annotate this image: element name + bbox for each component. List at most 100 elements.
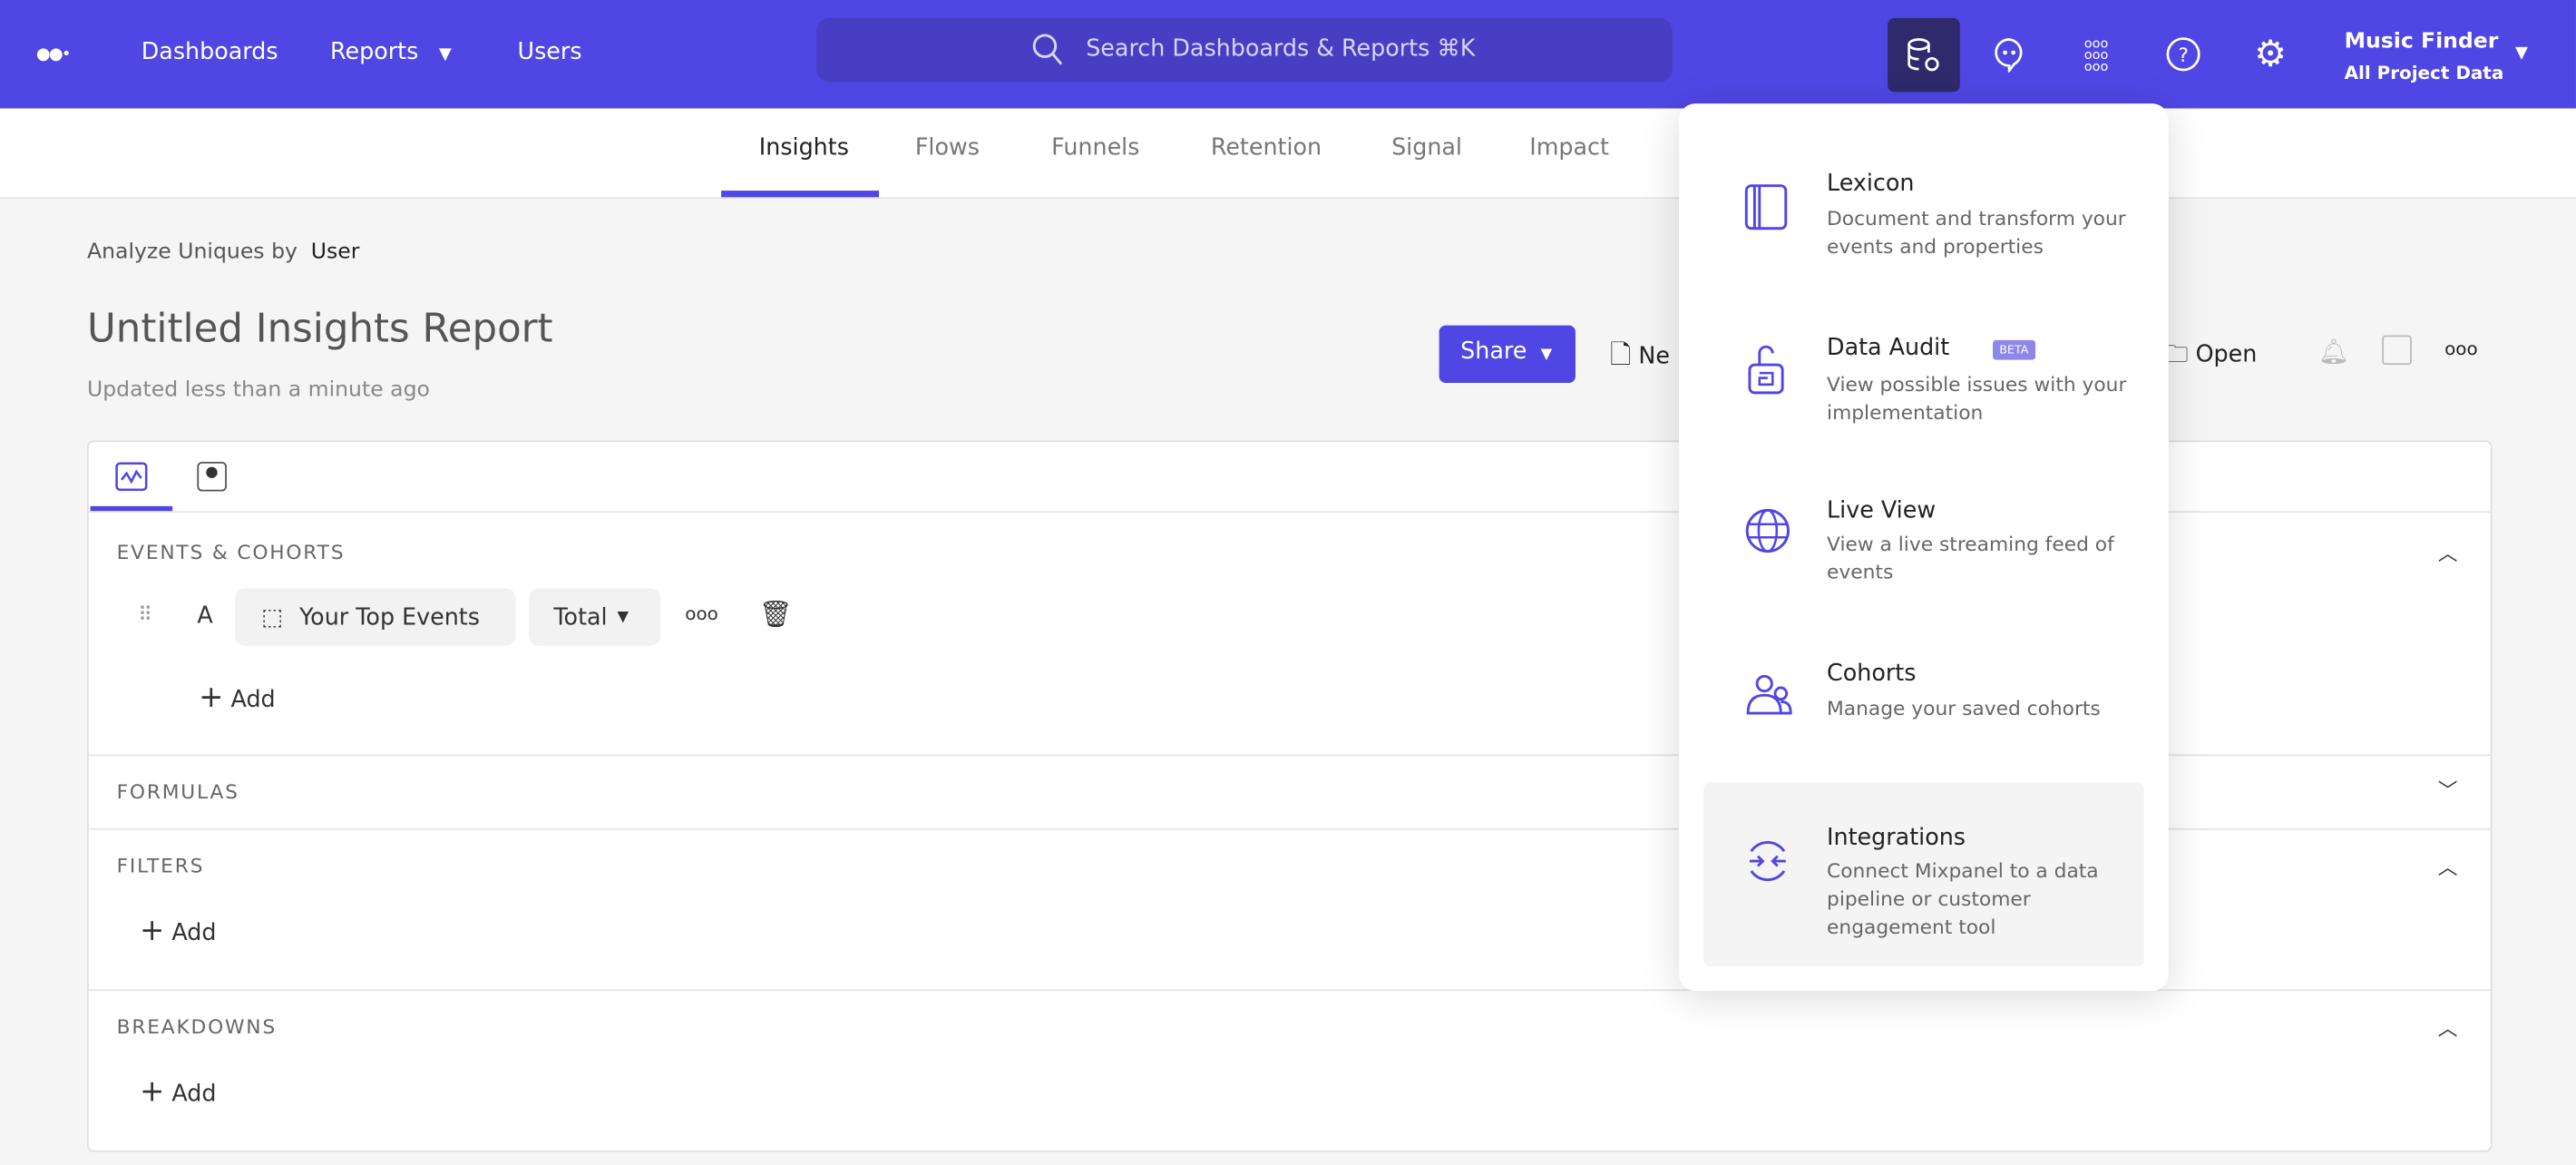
menu-item-integrations[interactable]: Integrations Connect Mixpanel to a data … xyxy=(1703,782,2144,966)
menu-item-title: Integrations xyxy=(1827,825,1966,852)
svg-text:?: ? xyxy=(2178,44,2189,67)
active-tab-indicator xyxy=(721,191,879,198)
add-breakdown-button[interactable]: + Add xyxy=(140,1075,217,1110)
analyze-by: Analyze Uniques by User xyxy=(87,240,359,264)
menu-item-lexicon[interactable]: Lexicon Document and transform your even… xyxy=(1703,126,2143,299)
chevron-up-icon[interactable]: ︿ xyxy=(2437,1017,2458,1041)
tab-flows[interactable]: Flows xyxy=(914,134,980,162)
filters-section: FILTERS ︿ + Add xyxy=(88,827,2491,989)
chat-bubble-icon xyxy=(1995,38,2023,73)
tab-signal[interactable]: Signal xyxy=(1391,134,1462,162)
measure-label: Total xyxy=(553,603,608,631)
cursor-click-icon: ⬚ xyxy=(260,603,283,631)
add-label: Add xyxy=(171,1081,217,1108)
menu-item-desc: View a live streaming feed of events xyxy=(1827,532,2114,583)
more-icon[interactable]: ooo xyxy=(2444,338,2478,360)
chevron-up-icon[interactable]: ︿ xyxy=(2437,542,2458,566)
add-filter-button[interactable]: + Add xyxy=(140,914,217,948)
event-selector[interactable]: ⬚ Your Top Events xyxy=(235,588,516,646)
tab-funnels[interactable]: Funnels xyxy=(1051,134,1140,162)
project-scope: All Project Data xyxy=(2344,62,2504,84)
new-button[interactable]: 🗋 Ne xyxy=(1610,337,1670,381)
new-file-icon: 🗋 xyxy=(1609,338,1632,370)
grid-icon: ooo ooo ooo xyxy=(2083,34,2109,73)
share-label: Share xyxy=(1460,338,1527,366)
database-gear-icon xyxy=(1908,37,1939,71)
alert-bell-icon[interactable]: 🔔︎ xyxy=(2317,337,2350,367)
nav-users[interactable]: Users xyxy=(517,39,582,66)
top-bar: ●●• Dashboards Reports ▼ Users Search Da… xyxy=(0,0,2576,109)
search-input[interactable]: Search Dashboards & Reports ⌘K xyxy=(816,17,1673,83)
nav-reports[interactable]: Reports ▼ xyxy=(330,39,452,65)
row-letter: A xyxy=(197,602,213,630)
event-label: Your Top Events xyxy=(299,603,480,631)
add-to-dashboard-icon[interactable] xyxy=(2382,335,2412,366)
data-management-button[interactable] xyxy=(1888,17,1960,93)
settings-button[interactable]: ⚙ xyxy=(2234,18,2307,91)
tab-impact[interactable]: Impact xyxy=(1529,134,1609,162)
chat-button[interactable] xyxy=(1973,18,2045,91)
menu-item-desc: Document and transform your events and p… xyxy=(1827,207,2126,259)
menu-item-desc: View possible issues with your implement… xyxy=(1827,373,2127,425)
beta-badge: BETA xyxy=(1992,339,2035,360)
measure-selector[interactable]: Total ▼ xyxy=(529,588,661,646)
users-icon xyxy=(1746,674,1792,715)
new-label: Ne xyxy=(1638,343,1670,370)
plus-icon: + xyxy=(139,914,165,949)
book-icon xyxy=(1744,184,1788,230)
updated-text: Updated less than a minute ago xyxy=(86,377,430,403)
tab-retention[interactable]: Retention xyxy=(1210,134,1322,162)
globe-icon xyxy=(1745,508,1790,553)
more-icon[interactable]: ooo xyxy=(685,602,718,625)
tab-insights[interactable]: Insights xyxy=(758,134,849,162)
breakdowns-section: BREAKDOWNS ︿ + Add xyxy=(88,989,2491,1150)
analyze-value[interactable]: User xyxy=(310,240,360,265)
menu-item-desc: Connect Mixpanel to a data pipeline or c… xyxy=(1827,859,2099,939)
chevron-down-icon[interactable]: ﹀ xyxy=(2437,778,2458,802)
help-icon: ? xyxy=(2166,37,2200,72)
menu-item-title: Cohorts xyxy=(1827,661,1917,688)
events-section: EVENTS & COHORTS ︿ ⠿ A ⬚ Your Top Events … xyxy=(88,511,2491,754)
report-tabs: Insights Flows Funnels Retention Signal … xyxy=(0,108,2576,200)
menu-item-cohorts[interactable]: Cohorts Manage your saved cohorts xyxy=(1703,620,2143,776)
gear-icon: ⚙ xyxy=(2254,34,2287,75)
plus-icon: + xyxy=(199,680,224,715)
plus-icon: + xyxy=(139,1074,165,1110)
formulas-section: FORMULAS ﹀ xyxy=(88,754,2491,828)
menu-item-title: Data Audit xyxy=(1827,335,1950,362)
analyze-label: Analyze Uniques by xyxy=(86,240,298,265)
section-title: FORMULAS xyxy=(116,780,239,804)
section-title: BREAKDOWNS xyxy=(116,1015,277,1039)
menu-item-data-audit[interactable]: Data Audit BETA View possible issues wit… xyxy=(1703,291,2143,455)
logo[interactable]: ●●• xyxy=(35,45,72,64)
section-title: EVENTS & COHORTS xyxy=(116,540,346,564)
nav-dashboards[interactable]: Dashboards xyxy=(141,39,278,66)
menu-item-live-view[interactable]: Live View View a live streaming feed of … xyxy=(1703,455,2143,620)
report-title[interactable]: Untitled Insights Report xyxy=(86,305,553,352)
section-title: FILTERS xyxy=(116,854,205,878)
open-button[interactable]: 🗀 Open xyxy=(2165,337,2257,376)
apps-button[interactable]: ooo ooo ooo xyxy=(2060,18,2132,91)
chevron-up-icon[interactable]: ︿ xyxy=(2437,856,2458,879)
share-button[interactable]: Share ▼ xyxy=(1439,325,1576,384)
tab-people-query[interactable]: ● xyxy=(197,461,227,492)
trash-icon[interactable]: 🗑︎ xyxy=(758,598,793,630)
menu-item-title: Lexicon xyxy=(1827,171,1915,198)
help-button[interactable]: ? xyxy=(2147,18,2220,91)
tab-events-query[interactable] xyxy=(90,442,173,512)
nav-reports-label: Reports xyxy=(330,39,419,66)
caret-down-icon: ▼ xyxy=(1540,347,1553,364)
data-management-menu: Lexicon Document and transform your even… xyxy=(1679,103,2169,992)
add-label: Add xyxy=(171,920,217,947)
open-label: Open xyxy=(2195,341,2258,368)
folder-icon: 🗀 xyxy=(2165,341,2189,368)
project-switcher[interactable]: Music Finder All Project Data xyxy=(2345,26,2504,89)
menu-item-desc: Manage your saved cohorts xyxy=(1827,696,2101,720)
drag-handle-icon[interactable]: ⠿ xyxy=(138,602,153,627)
add-event-button[interactable]: + Add xyxy=(199,680,276,715)
search-icon xyxy=(1032,34,1063,65)
caret-down-icon: ▼ xyxy=(438,45,452,64)
integrations-icon xyxy=(1749,841,1786,882)
person-icon: ● xyxy=(205,465,219,482)
add-label: Add xyxy=(230,687,276,714)
